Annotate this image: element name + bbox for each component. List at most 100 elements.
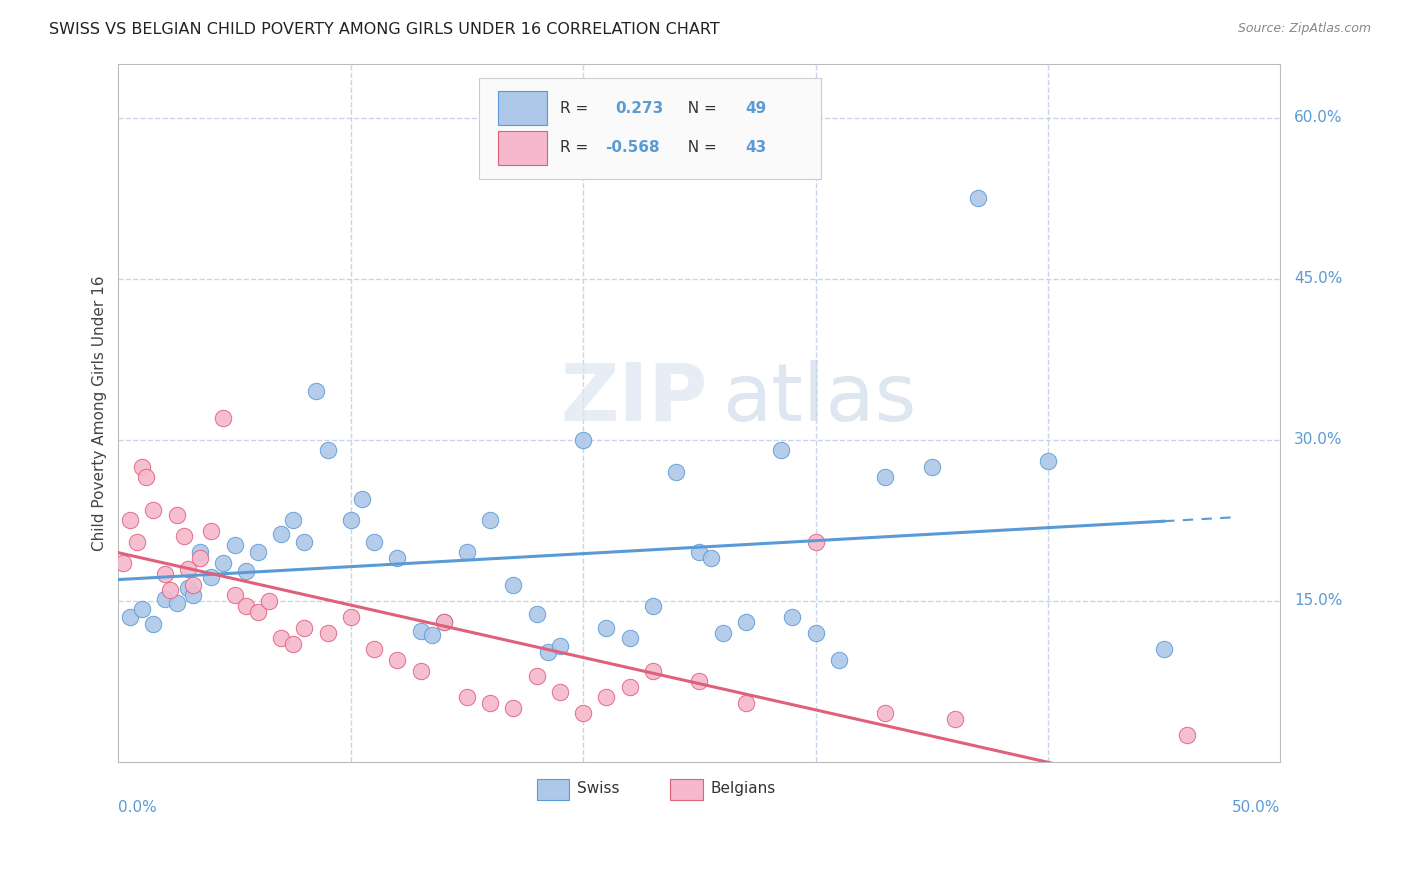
Point: [828, 653, 851, 667]
FancyBboxPatch shape: [498, 91, 547, 125]
Point: [641, 664, 664, 678]
Text: 49: 49: [745, 101, 768, 116]
Point: [188, 550, 211, 565]
Text: Source: ZipAtlas.com: Source: ZipAtlas.com: [1237, 22, 1371, 36]
Point: [688, 545, 710, 559]
Point: [572, 706, 595, 721]
Point: [734, 615, 756, 630]
Point: [200, 570, 222, 584]
Point: [131, 602, 153, 616]
Point: [281, 513, 304, 527]
Point: [235, 564, 257, 578]
Point: [479, 696, 502, 710]
Point: [804, 534, 827, 549]
Point: [173, 529, 195, 543]
Point: [409, 624, 432, 638]
Text: 60.0%: 60.0%: [1294, 111, 1343, 125]
Point: [177, 561, 200, 575]
Point: [943, 712, 966, 726]
Point: [112, 556, 135, 570]
Text: 45.0%: 45.0%: [1294, 271, 1343, 286]
Text: N =: N =: [679, 101, 723, 116]
Text: 30.0%: 30.0%: [1294, 433, 1343, 447]
Point: [339, 513, 361, 527]
Point: [548, 639, 571, 653]
Text: 50.0%: 50.0%: [1232, 800, 1281, 815]
Point: [224, 538, 246, 552]
Point: [479, 513, 502, 527]
Point: [212, 411, 235, 425]
Point: [212, 556, 235, 570]
Point: [292, 621, 315, 635]
FancyBboxPatch shape: [671, 780, 703, 800]
FancyBboxPatch shape: [498, 131, 547, 164]
Point: [433, 615, 456, 630]
Point: [166, 508, 188, 522]
Point: [420, 628, 443, 642]
Point: [316, 443, 339, 458]
Point: [153, 566, 176, 581]
Text: 15.0%: 15.0%: [1294, 593, 1343, 608]
Point: [619, 632, 641, 646]
Point: [456, 545, 478, 559]
Point: [456, 690, 478, 705]
Point: [875, 706, 897, 721]
Point: [235, 599, 257, 614]
Point: [537, 645, 560, 659]
FancyBboxPatch shape: [478, 78, 821, 179]
Point: [711, 626, 734, 640]
Point: [246, 605, 269, 619]
Point: [967, 191, 990, 205]
Point: [700, 550, 723, 565]
Point: [281, 637, 304, 651]
Text: R =: R =: [560, 140, 593, 155]
Point: [526, 607, 548, 621]
Point: [188, 545, 211, 559]
Point: [159, 582, 181, 597]
Point: [548, 685, 571, 699]
Point: [352, 491, 374, 506]
FancyBboxPatch shape: [537, 780, 569, 800]
Text: 43: 43: [745, 140, 768, 155]
Text: N =: N =: [679, 140, 723, 155]
Text: Swiss: Swiss: [578, 780, 620, 796]
Point: [387, 653, 409, 667]
Point: [246, 545, 269, 559]
Point: [181, 588, 204, 602]
Point: [259, 594, 281, 608]
Point: [875, 470, 897, 484]
Point: [688, 674, 710, 689]
Point: [502, 577, 524, 591]
Point: [292, 534, 315, 549]
Point: [780, 610, 803, 624]
Y-axis label: Child Poverty Among Girls Under 16: Child Poverty Among Girls Under 16: [93, 275, 107, 550]
Text: -0.568: -0.568: [605, 140, 659, 155]
Point: [1036, 454, 1059, 468]
Point: [125, 534, 148, 549]
Point: [305, 384, 328, 399]
Point: [181, 577, 204, 591]
Point: [339, 610, 361, 624]
Point: [433, 615, 456, 630]
Text: atlas: atlas: [723, 360, 917, 438]
Point: [595, 621, 617, 635]
Point: [526, 669, 548, 683]
Text: 0.0%: 0.0%: [118, 800, 157, 815]
Point: [270, 632, 292, 646]
Point: [409, 664, 432, 678]
Point: [120, 610, 142, 624]
Point: [224, 588, 246, 602]
Point: [131, 459, 153, 474]
Point: [921, 459, 943, 474]
Point: [153, 591, 176, 606]
Point: [166, 596, 188, 610]
Point: [1153, 642, 1175, 657]
Point: [142, 617, 165, 632]
Point: [1175, 728, 1198, 742]
Text: Belgians: Belgians: [711, 780, 776, 796]
Point: [619, 680, 641, 694]
Point: [316, 626, 339, 640]
Point: [270, 527, 292, 541]
Point: [595, 690, 617, 705]
Point: [387, 550, 409, 565]
